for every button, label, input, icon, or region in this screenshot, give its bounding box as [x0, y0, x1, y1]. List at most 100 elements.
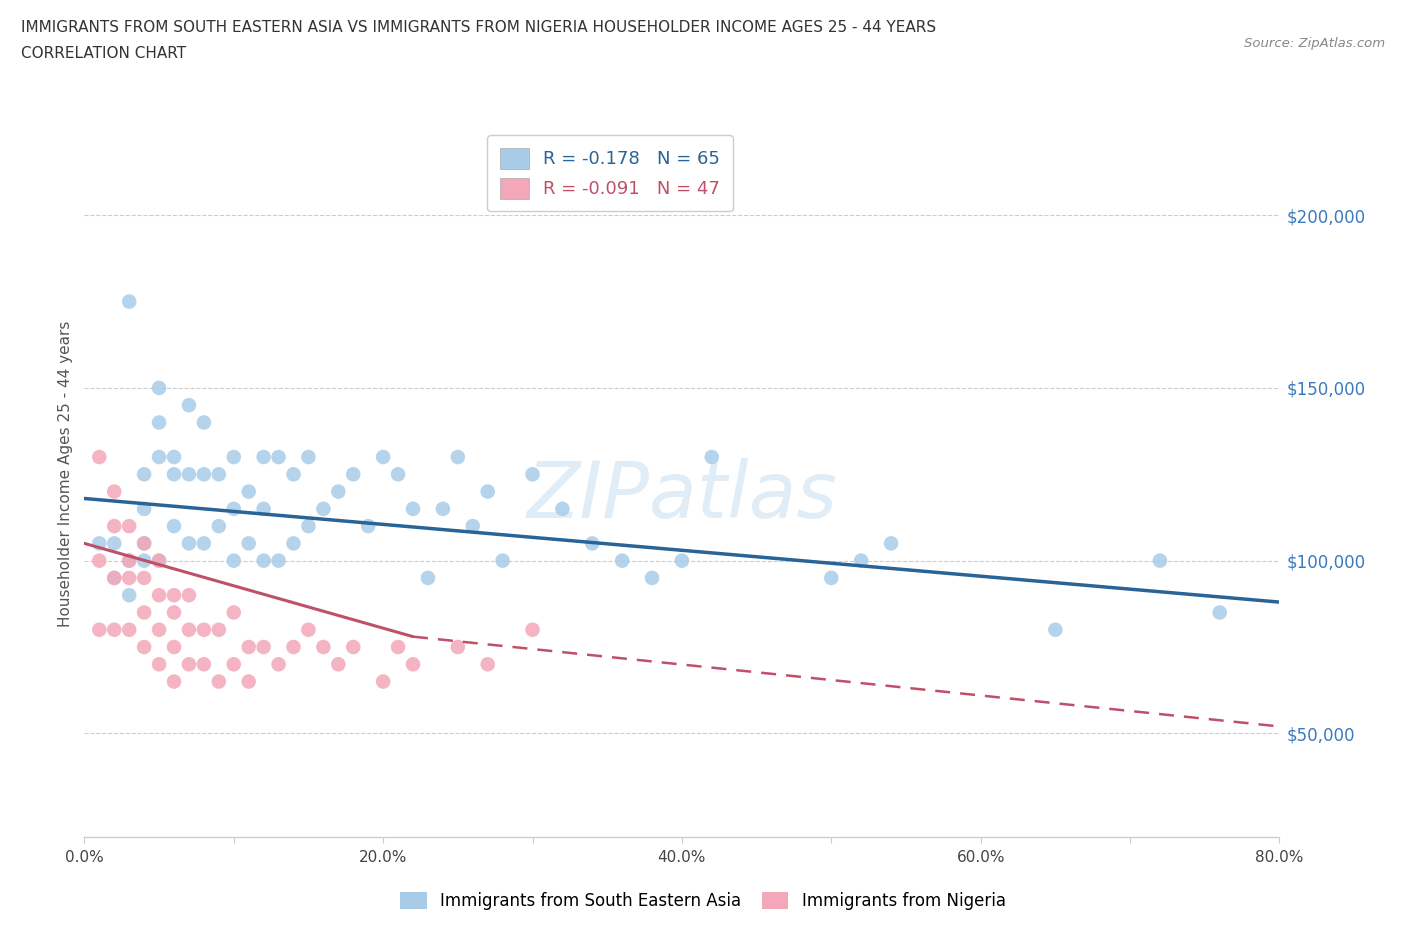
- Point: [193, 536, 215, 551]
- Text: IMMIGRANTS FROM SOUTH EASTERN ASIA VS IMMIGRANTS FROM NIGERIA HOUSEHOLDER INCOME: IMMIGRANTS FROM SOUTH EASTERN ASIA VS IM…: [21, 20, 936, 35]
- Point: [222, 449, 245, 464]
- Point: [89, 622, 111, 637]
- Point: [163, 674, 186, 689]
- Point: [132, 467, 156, 482]
- Point: [193, 467, 215, 482]
- Legend: R = -0.178   N = 65, R = -0.091   N = 47: R = -0.178 N = 65, R = -0.091 N = 47: [488, 135, 733, 211]
- Point: [193, 622, 215, 637]
- Point: [253, 553, 276, 568]
- Point: [193, 415, 215, 430]
- Point: [461, 519, 484, 534]
- Point: [163, 588, 186, 603]
- Point: [387, 467, 409, 482]
- Point: [163, 519, 186, 534]
- Point: [148, 553, 170, 568]
- Point: [148, 588, 170, 603]
- Point: [253, 501, 276, 516]
- Point: [700, 449, 723, 464]
- Point: [148, 380, 170, 395]
- Point: [103, 536, 125, 551]
- Point: [118, 294, 141, 309]
- Point: [132, 640, 156, 655]
- Point: [132, 553, 156, 568]
- Point: [402, 657, 425, 671]
- Point: [222, 553, 245, 568]
- Y-axis label: Householder Income Ages 25 - 44 years: Householder Income Ages 25 - 44 years: [58, 321, 73, 628]
- Point: [148, 553, 170, 568]
- Point: [612, 553, 634, 568]
- Point: [267, 657, 290, 671]
- Point: [522, 467, 544, 482]
- Point: [118, 570, 141, 585]
- Point: [267, 449, 290, 464]
- Point: [1209, 605, 1232, 620]
- Point: [103, 519, 125, 534]
- Point: [118, 622, 141, 637]
- Point: [177, 536, 200, 551]
- Point: [103, 570, 125, 585]
- Point: [177, 657, 200, 671]
- Point: [193, 657, 215, 671]
- Point: [163, 449, 186, 464]
- Point: [432, 501, 454, 516]
- Point: [148, 449, 170, 464]
- Point: [103, 570, 125, 585]
- Point: [851, 553, 873, 568]
- Point: [222, 605, 245, 620]
- Point: [148, 415, 170, 430]
- Point: [177, 588, 200, 603]
- Point: [118, 553, 141, 568]
- Point: [551, 501, 574, 516]
- Point: [222, 657, 245, 671]
- Point: [641, 570, 664, 585]
- Point: [89, 536, 111, 551]
- Point: [132, 605, 156, 620]
- Point: [1045, 622, 1067, 637]
- Point: [447, 449, 470, 464]
- Point: [328, 657, 350, 671]
- Point: [416, 570, 439, 585]
- Point: [208, 519, 231, 534]
- Point: [177, 398, 200, 413]
- Point: [267, 553, 290, 568]
- Point: [132, 570, 156, 585]
- Point: [820, 570, 842, 585]
- Legend: Immigrants from South Eastern Asia, Immigrants from Nigeria: Immigrants from South Eastern Asia, Immi…: [394, 885, 1012, 917]
- Point: [208, 674, 231, 689]
- Point: [148, 657, 170, 671]
- Point: [373, 449, 395, 464]
- Point: [312, 640, 335, 655]
- Text: CORRELATION CHART: CORRELATION CHART: [21, 46, 186, 61]
- Point: [253, 449, 276, 464]
- Point: [208, 622, 231, 637]
- Point: [387, 640, 409, 655]
- Point: [880, 536, 903, 551]
- Point: [581, 536, 603, 551]
- Point: [238, 674, 260, 689]
- Point: [148, 622, 170, 637]
- Point: [312, 501, 335, 516]
- Point: [447, 640, 470, 655]
- Point: [163, 605, 186, 620]
- Point: [253, 640, 276, 655]
- Point: [283, 467, 305, 482]
- Point: [522, 622, 544, 637]
- Point: [297, 449, 319, 464]
- Point: [492, 553, 515, 568]
- Point: [477, 657, 499, 671]
- Point: [297, 622, 319, 637]
- Point: [373, 674, 395, 689]
- Text: ZIPatlas: ZIPatlas: [526, 458, 838, 534]
- Point: [238, 640, 260, 655]
- Point: [1149, 553, 1171, 568]
- Point: [118, 588, 141, 603]
- Point: [163, 640, 186, 655]
- Point: [89, 449, 111, 464]
- Point: [118, 519, 141, 534]
- Point: [222, 501, 245, 516]
- Point: [103, 622, 125, 637]
- Point: [357, 519, 380, 534]
- Point: [103, 485, 125, 499]
- Point: [328, 485, 350, 499]
- Point: [208, 467, 231, 482]
